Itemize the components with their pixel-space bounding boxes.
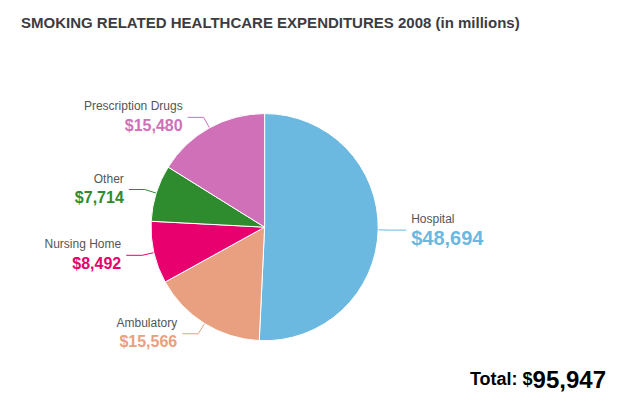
svg-text:$7,714: $7,714 [75,189,124,206]
svg-text:$15,566: $15,566 [119,333,177,350]
svg-text:$15,480: $15,480 [125,117,183,134]
svg-text:Hospital: Hospital [411,212,454,226]
svg-text:SMOKING RELATED HEALTHCARE EXP: SMOKING RELATED HEALTHCARE EXPENDITURES … [21,14,520,31]
svg-text:95,947: 95,947 [533,366,606,393]
svg-text:Other: Other [94,172,124,186]
svg-text:Ambulatory: Ambulatory [117,316,178,330]
svg-text:$48,694: $48,694 [411,227,484,249]
svg-text:Total: $: Total: $ [470,369,533,389]
svg-text:$8,492: $8,492 [72,255,121,272]
svg-text:Nursing Home: Nursing Home [45,237,122,251]
svg-text:Prescription Drugs: Prescription Drugs [84,99,183,113]
